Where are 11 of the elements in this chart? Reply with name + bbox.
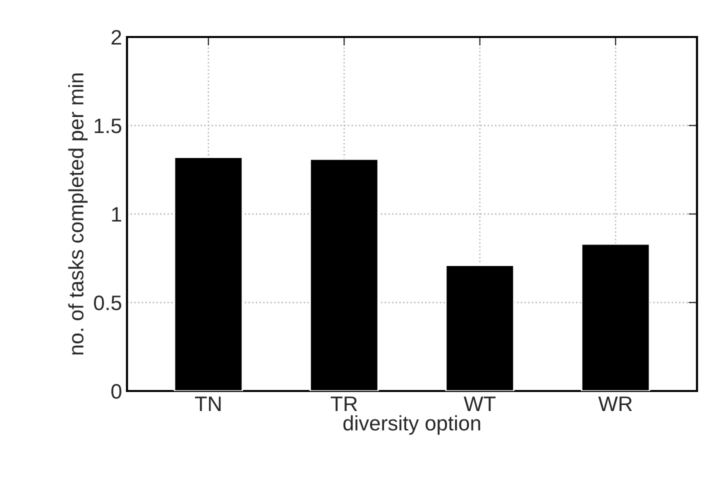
y-tick-label: 0.5 — [94, 296, 122, 310]
x-axis-title: diversity option — [343, 415, 480, 435]
x-tick-label: TN — [195, 396, 221, 411]
x-tick-label: WT — [464, 396, 496, 411]
y-tick-label: 0 — [111, 384, 122, 399]
x-tick-label: TR — [330, 396, 358, 411]
y-tick-label: 1 — [112, 207, 122, 222]
x-tick-label: WR — [598, 396, 632, 411]
y-tick-label: 1.5 — [94, 118, 122, 134]
y-tick-label: 2 — [112, 30, 122, 45]
y-axis-title: no. of tasks completed per min — [68, 73, 88, 354]
